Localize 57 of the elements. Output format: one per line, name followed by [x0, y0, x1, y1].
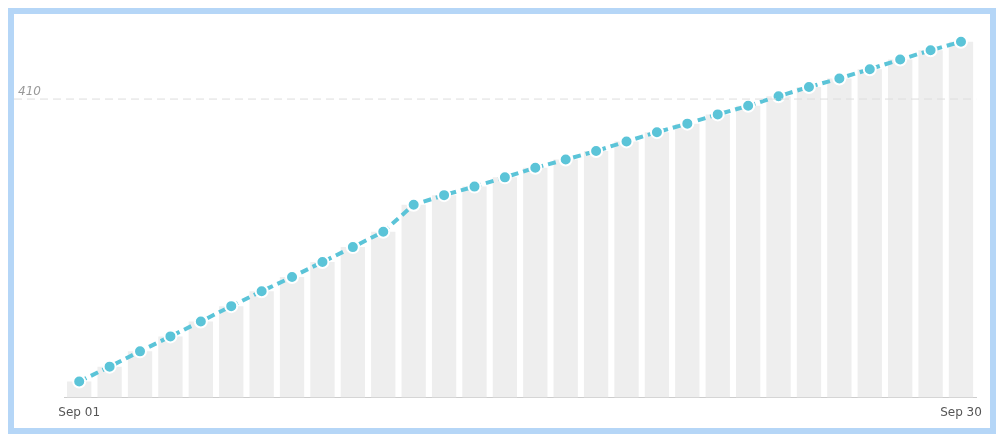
point: [619, 134, 634, 149]
bar: [796, 86, 822, 398]
bar: [492, 177, 518, 398]
bar: [219, 306, 244, 398]
point: [953, 34, 968, 49]
point: [710, 107, 725, 122]
point: [345, 240, 360, 255]
point: [72, 374, 87, 389]
point: [528, 160, 543, 175]
bar: [918, 50, 943, 398]
text: 410: [18, 84, 42, 99]
bar: [583, 151, 609, 398]
bar: [188, 321, 213, 398]
bar: [310, 262, 335, 398]
bar: [279, 276, 305, 398]
point: [893, 52, 908, 67]
point: [467, 179, 482, 194]
point: [558, 152, 573, 167]
bar: [948, 41, 974, 398]
point: [133, 344, 148, 359]
point: [497, 170, 512, 185]
bar: [888, 59, 913, 398]
point: [680, 116, 695, 131]
bar: [431, 195, 457, 398]
x-tick-label: Sep 01: [58, 404, 101, 419]
point: [649, 125, 664, 140]
point: [102, 359, 117, 374]
bar: [735, 105, 761, 398]
bar: [553, 159, 578, 398]
point: [224, 299, 239, 314]
point: [923, 43, 938, 58]
bar: [462, 186, 487, 398]
bar: [766, 96, 791, 398]
bar: [249, 291, 274, 398]
point: [193, 314, 208, 329]
point: [589, 144, 604, 159]
point: [741, 98, 756, 113]
point: [254, 284, 269, 299]
bar: [158, 336, 183, 398]
point: [437, 188, 452, 203]
point: [406, 197, 421, 212]
point: [862, 62, 877, 77]
bar: [857, 69, 882, 398]
x-tick-label: Sep 30: [940, 404, 982, 419]
bar: [401, 204, 426, 398]
bar: [675, 123, 700, 398]
bar: [371, 231, 396, 398]
bar: [523, 167, 548, 398]
bar: [340, 247, 366, 398]
point: [315, 255, 330, 270]
bar: [827, 78, 852, 398]
point: [163, 329, 178, 344]
bar: [644, 132, 670, 398]
point: [832, 71, 847, 86]
point: [376, 224, 391, 239]
bar: [705, 114, 730, 398]
bar: [614, 141, 639, 398]
